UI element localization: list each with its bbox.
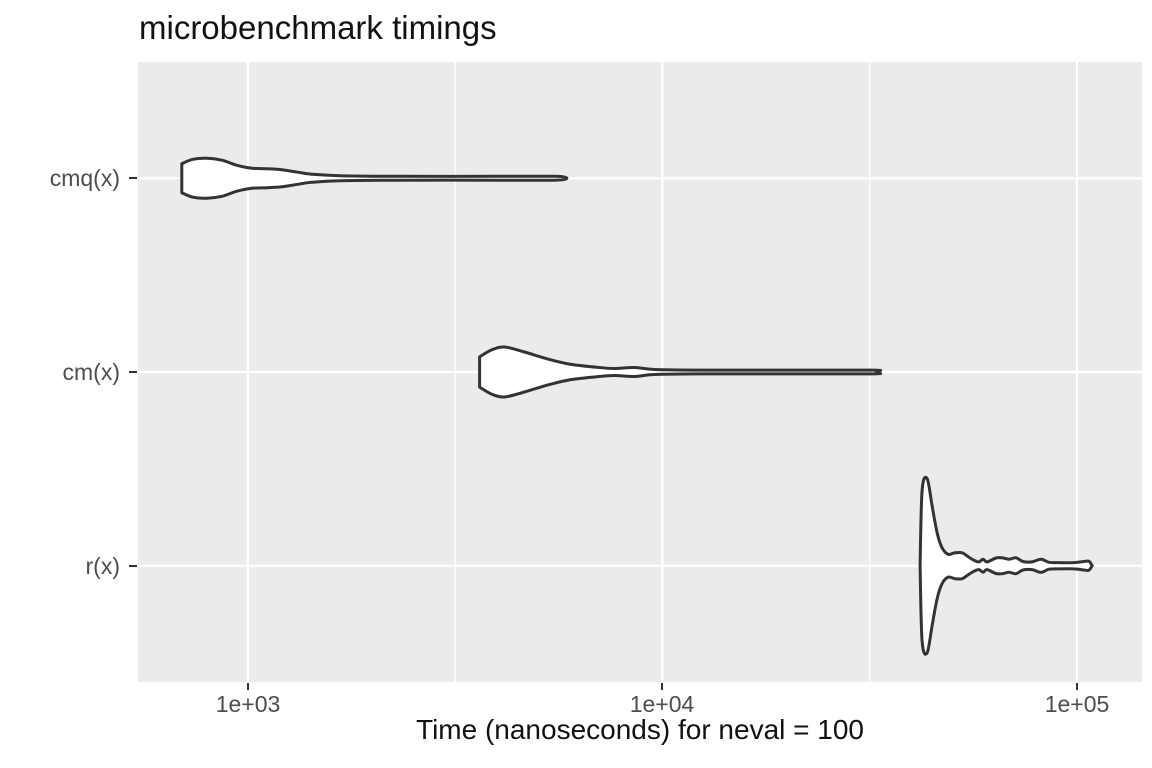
y-tick-label: r(x): [85, 553, 120, 579]
x-tick-label: 1e+03: [215, 691, 281, 717]
x-tick-label: 1e+05: [1044, 691, 1110, 717]
x-tick-mark: [247, 683, 249, 690]
y-tick-label: cmq(x): [49, 165, 120, 191]
y-tick-mark: [129, 371, 137, 373]
y-tick-mark: [129, 177, 137, 179]
y-tick-label: cm(x): [62, 359, 120, 385]
violin-r-x: [918, 475, 1094, 656]
plot-panel: [138, 62, 1142, 682]
x-tick-label: 1e+04: [629, 691, 695, 717]
x-axis-title: Time (nanoseconds) for neval = 100: [416, 714, 864, 745]
violin-cm-x: [478, 345, 883, 399]
x-tick-mark: [661, 683, 663, 690]
plot-canvas: [138, 62, 1142, 682]
violin-cmq-x: [180, 156, 569, 200]
chart-title: microbenchmark timings: [139, 9, 497, 46]
y-tick-mark: [129, 565, 137, 567]
x-tick-mark: [1076, 683, 1078, 690]
